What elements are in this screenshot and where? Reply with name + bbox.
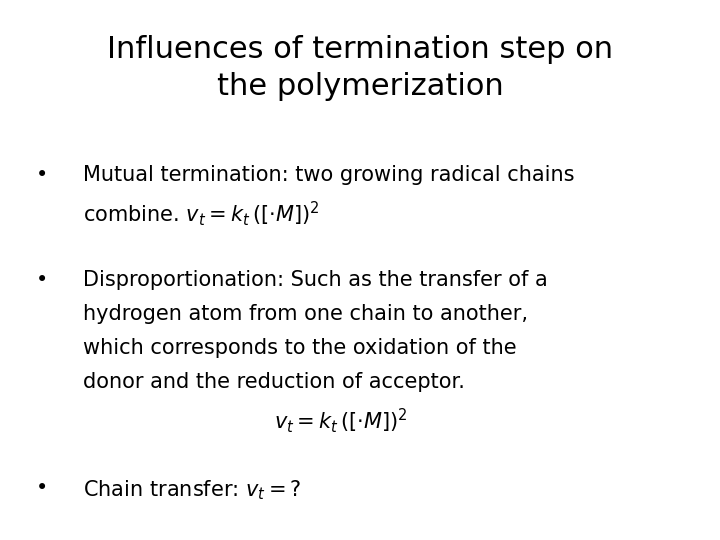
Text: Influences of termination step on
the polymerization: Influences of termination step on the po… bbox=[107, 35, 613, 101]
Text: which corresponds to the oxidation of the: which corresponds to the oxidation of th… bbox=[83, 338, 516, 358]
Text: •: • bbox=[36, 165, 48, 185]
Text: •: • bbox=[36, 270, 48, 290]
Text: hydrogen atom from one chain to another,: hydrogen atom from one chain to another, bbox=[83, 304, 528, 324]
Text: Chain transfer: $v_t = ?$: Chain transfer: $v_t = ?$ bbox=[83, 478, 301, 502]
Text: •: • bbox=[36, 478, 48, 498]
Text: Disproportionation: Such as the transfer of a: Disproportionation: Such as the transfer… bbox=[83, 270, 547, 290]
Text: Mutual termination: two growing radical chains: Mutual termination: two growing radical … bbox=[83, 165, 575, 185]
Text: donor and the reduction of acceptor.: donor and the reduction of acceptor. bbox=[83, 372, 464, 392]
Text: combine. $v_t = k_t\,([{\cdot}M])^2$: combine. $v_t = k_t\,([{\cdot}M])^2$ bbox=[83, 199, 319, 227]
Text: $v_t = k_t\,([{\cdot}M])^2$: $v_t = k_t\,([{\cdot}M])^2$ bbox=[274, 406, 407, 435]
